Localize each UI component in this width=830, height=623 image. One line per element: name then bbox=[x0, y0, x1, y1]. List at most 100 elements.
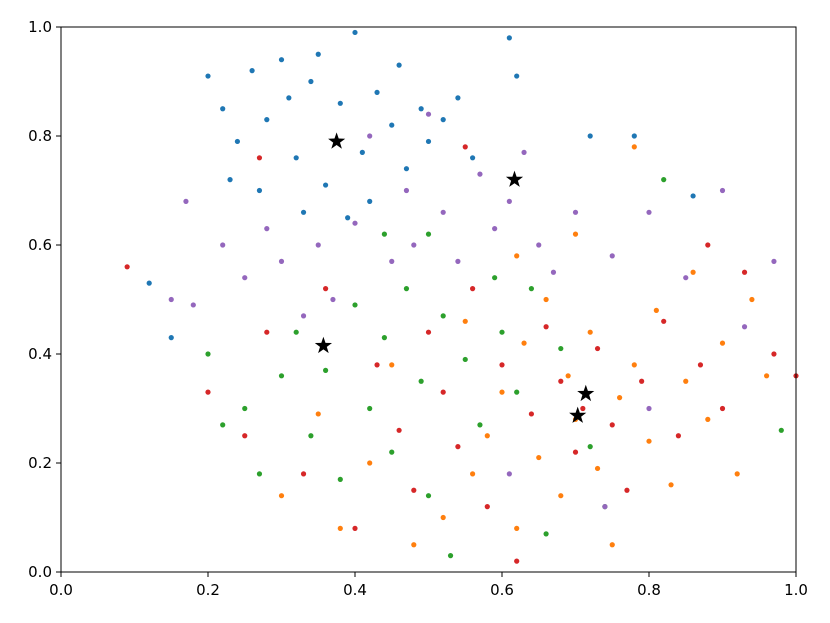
point bbox=[256, 155, 263, 161]
point bbox=[484, 504, 490, 510]
point bbox=[352, 525, 358, 532]
x-tick-label: 0.4 bbox=[343, 581, 367, 599]
point bbox=[609, 422, 615, 428]
point bbox=[300, 209, 307, 215]
point bbox=[572, 231, 579, 237]
point bbox=[624, 487, 630, 493]
point bbox=[389, 449, 395, 455]
point bbox=[418, 378, 424, 384]
point bbox=[565, 373, 571, 379]
point bbox=[543, 296, 549, 303]
point bbox=[675, 433, 682, 439]
point bbox=[411, 542, 417, 548]
point bbox=[337, 100, 343, 106]
point bbox=[499, 362, 505, 368]
point bbox=[124, 264, 130, 270]
point bbox=[499, 329, 505, 335]
point bbox=[462, 318, 468, 324]
point bbox=[749, 296, 755, 303]
point bbox=[771, 258, 777, 264]
point bbox=[550, 269, 557, 275]
point bbox=[367, 198, 373, 204]
point bbox=[425, 111, 432, 117]
point bbox=[771, 351, 777, 357]
point bbox=[631, 133, 637, 139]
point bbox=[403, 286, 410, 292]
point bbox=[278, 373, 285, 379]
point bbox=[256, 187, 263, 194]
point bbox=[403, 187, 410, 194]
point bbox=[536, 454, 542, 461]
point bbox=[719, 187, 726, 194]
point bbox=[381, 335, 387, 341]
point bbox=[594, 345, 601, 352]
point bbox=[264, 117, 270, 123]
point bbox=[315, 51, 321, 57]
point bbox=[249, 68, 255, 74]
point bbox=[631, 362, 637, 368]
point bbox=[639, 378, 645, 384]
point bbox=[242, 405, 248, 412]
point bbox=[609, 542, 615, 548]
point bbox=[705, 242, 711, 248]
point bbox=[183, 198, 189, 204]
point bbox=[514, 73, 520, 79]
point bbox=[646, 405, 652, 412]
point bbox=[205, 389, 211, 395]
point bbox=[683, 275, 689, 281]
point bbox=[367, 460, 373, 466]
point bbox=[536, 242, 542, 248]
point bbox=[668, 482, 674, 488]
point bbox=[308, 78, 314, 85]
point bbox=[300, 313, 307, 319]
point bbox=[558, 493, 564, 499]
point bbox=[440, 313, 446, 319]
point bbox=[367, 133, 373, 139]
point bbox=[374, 89, 380, 95]
point bbox=[411, 242, 417, 248]
point bbox=[506, 471, 512, 477]
point bbox=[499, 389, 505, 395]
point bbox=[146, 280, 152, 286]
point bbox=[477, 422, 483, 428]
point bbox=[528, 411, 535, 417]
point bbox=[256, 471, 263, 477]
point bbox=[352, 302, 358, 308]
point bbox=[514, 389, 520, 395]
point bbox=[690, 193, 696, 199]
point bbox=[462, 144, 468, 150]
point bbox=[521, 340, 527, 346]
point bbox=[572, 449, 579, 455]
point bbox=[293, 155, 299, 161]
point bbox=[425, 493, 432, 499]
y-tick-label: 0.2 bbox=[28, 454, 52, 472]
point bbox=[455, 444, 461, 450]
point bbox=[587, 444, 593, 450]
point bbox=[293, 329, 299, 335]
point bbox=[396, 62, 402, 68]
point bbox=[278, 57, 285, 63]
point bbox=[661, 177, 667, 183]
point bbox=[440, 209, 446, 215]
point bbox=[389, 258, 395, 264]
point bbox=[609, 253, 615, 259]
centroid-marker bbox=[505, 170, 524, 187]
point bbox=[514, 525, 520, 532]
point bbox=[470, 286, 476, 292]
centroid-marker bbox=[569, 406, 587, 423]
point bbox=[323, 286, 329, 292]
point bbox=[220, 106, 226, 112]
point bbox=[389, 122, 395, 128]
point bbox=[323, 367, 329, 373]
point bbox=[337, 525, 343, 532]
point bbox=[286, 95, 292, 101]
y-tick-label: 0.4 bbox=[28, 345, 52, 363]
point bbox=[278, 258, 285, 264]
point bbox=[359, 149, 365, 155]
x-tick-label: 0.6 bbox=[490, 581, 514, 599]
point bbox=[440, 389, 446, 395]
point bbox=[543, 531, 549, 537]
point bbox=[462, 356, 468, 363]
point bbox=[278, 493, 285, 499]
